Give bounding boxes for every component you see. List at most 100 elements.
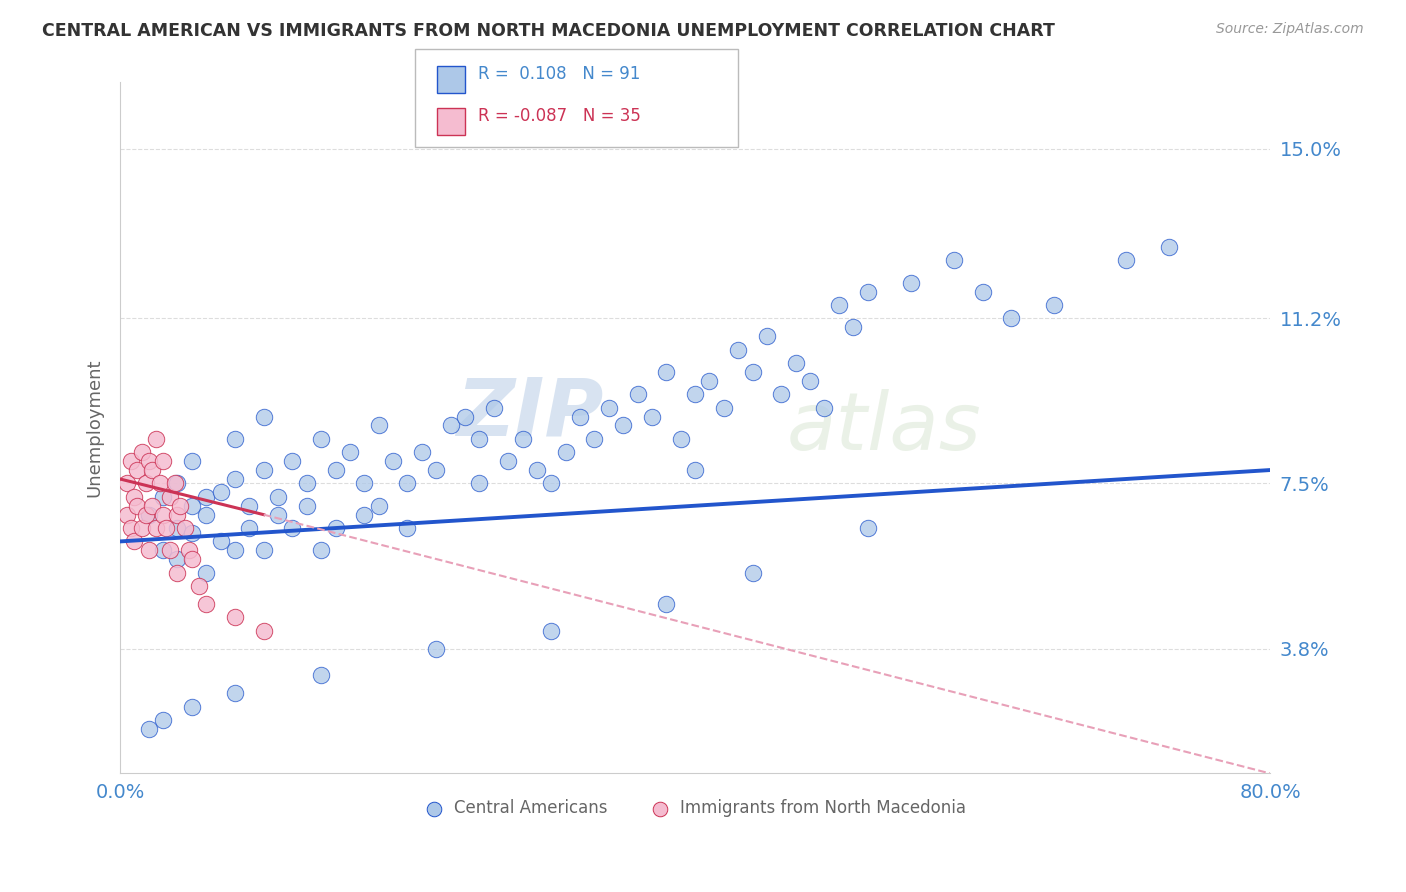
Point bbox=[598, 401, 620, 415]
Point bbox=[309, 668, 332, 682]
Point bbox=[238, 521, 260, 535]
Point bbox=[1115, 253, 1137, 268]
Point bbox=[188, 579, 211, 593]
Point bbox=[526, 463, 548, 477]
Point bbox=[180, 454, 202, 468]
Point bbox=[583, 432, 606, 446]
Point bbox=[138, 543, 160, 558]
Point bbox=[238, 499, 260, 513]
Point bbox=[755, 329, 778, 343]
Point bbox=[166, 476, 188, 491]
Point bbox=[159, 543, 181, 558]
Point bbox=[856, 521, 879, 535]
Point bbox=[152, 713, 174, 727]
Point bbox=[166, 566, 188, 580]
Legend: Central Americans, Immigrants from North Macedonia: Central Americans, Immigrants from North… bbox=[418, 793, 973, 824]
Point bbox=[195, 508, 218, 522]
Point bbox=[124, 534, 146, 549]
Point bbox=[173, 521, 195, 535]
Point bbox=[353, 508, 375, 522]
Point bbox=[124, 490, 146, 504]
Text: Source: ZipAtlas.com: Source: ZipAtlas.com bbox=[1216, 22, 1364, 37]
Point bbox=[180, 525, 202, 540]
Point bbox=[1043, 298, 1066, 312]
Point bbox=[1159, 240, 1181, 254]
Point bbox=[900, 276, 922, 290]
Point bbox=[655, 365, 678, 379]
Point bbox=[195, 490, 218, 504]
Point bbox=[770, 387, 793, 401]
Text: R = -0.087   N = 35: R = -0.087 N = 35 bbox=[478, 107, 641, 125]
Point bbox=[727, 343, 749, 357]
Point bbox=[131, 445, 153, 459]
Point bbox=[115, 508, 138, 522]
Point bbox=[942, 253, 965, 268]
Point bbox=[152, 508, 174, 522]
Point bbox=[281, 521, 304, 535]
Point bbox=[396, 521, 419, 535]
Point bbox=[367, 418, 389, 433]
Point bbox=[141, 463, 163, 477]
Point bbox=[367, 499, 389, 513]
Point bbox=[135, 508, 157, 522]
Point bbox=[138, 508, 160, 522]
Point bbox=[828, 298, 851, 312]
Point bbox=[131, 521, 153, 535]
Point bbox=[425, 463, 447, 477]
Point bbox=[554, 445, 576, 459]
Point bbox=[626, 387, 648, 401]
Point bbox=[152, 543, 174, 558]
Point bbox=[121, 454, 143, 468]
Point bbox=[425, 641, 447, 656]
Point bbox=[454, 409, 477, 424]
Point bbox=[512, 432, 534, 446]
Point bbox=[411, 445, 433, 459]
Point bbox=[655, 597, 678, 611]
Point bbox=[612, 418, 634, 433]
Point bbox=[180, 699, 202, 714]
Point bbox=[713, 401, 735, 415]
Point bbox=[145, 521, 167, 535]
Point bbox=[741, 566, 763, 580]
Point bbox=[180, 552, 202, 566]
Point bbox=[641, 409, 664, 424]
Point bbox=[1000, 311, 1022, 326]
Point bbox=[121, 521, 143, 535]
Point bbox=[267, 508, 290, 522]
Point bbox=[115, 476, 138, 491]
Text: R =  0.108   N = 91: R = 0.108 N = 91 bbox=[478, 65, 640, 83]
Point bbox=[253, 543, 276, 558]
Point bbox=[468, 432, 491, 446]
Point bbox=[253, 624, 276, 638]
Point bbox=[569, 409, 592, 424]
Point bbox=[155, 521, 177, 535]
Point bbox=[856, 285, 879, 299]
Point bbox=[540, 624, 562, 638]
Point bbox=[785, 356, 807, 370]
Point bbox=[138, 454, 160, 468]
Point bbox=[683, 387, 706, 401]
Point bbox=[339, 445, 361, 459]
Point bbox=[127, 499, 149, 513]
Text: ZIP: ZIP bbox=[456, 375, 603, 453]
Point bbox=[159, 490, 181, 504]
Point bbox=[482, 401, 505, 415]
Point bbox=[166, 508, 188, 522]
Y-axis label: Unemployment: Unemployment bbox=[86, 359, 103, 497]
Point bbox=[382, 454, 405, 468]
Point bbox=[325, 521, 347, 535]
Point bbox=[224, 543, 246, 558]
Point bbox=[741, 365, 763, 379]
Point bbox=[267, 490, 290, 504]
Point bbox=[224, 432, 246, 446]
Point bbox=[309, 432, 332, 446]
Point bbox=[353, 476, 375, 491]
Point bbox=[169, 499, 191, 513]
Point bbox=[669, 432, 692, 446]
Point bbox=[309, 543, 332, 558]
Point bbox=[209, 485, 232, 500]
Point bbox=[127, 463, 149, 477]
Point bbox=[145, 432, 167, 446]
Point bbox=[195, 566, 218, 580]
Point bbox=[224, 472, 246, 486]
